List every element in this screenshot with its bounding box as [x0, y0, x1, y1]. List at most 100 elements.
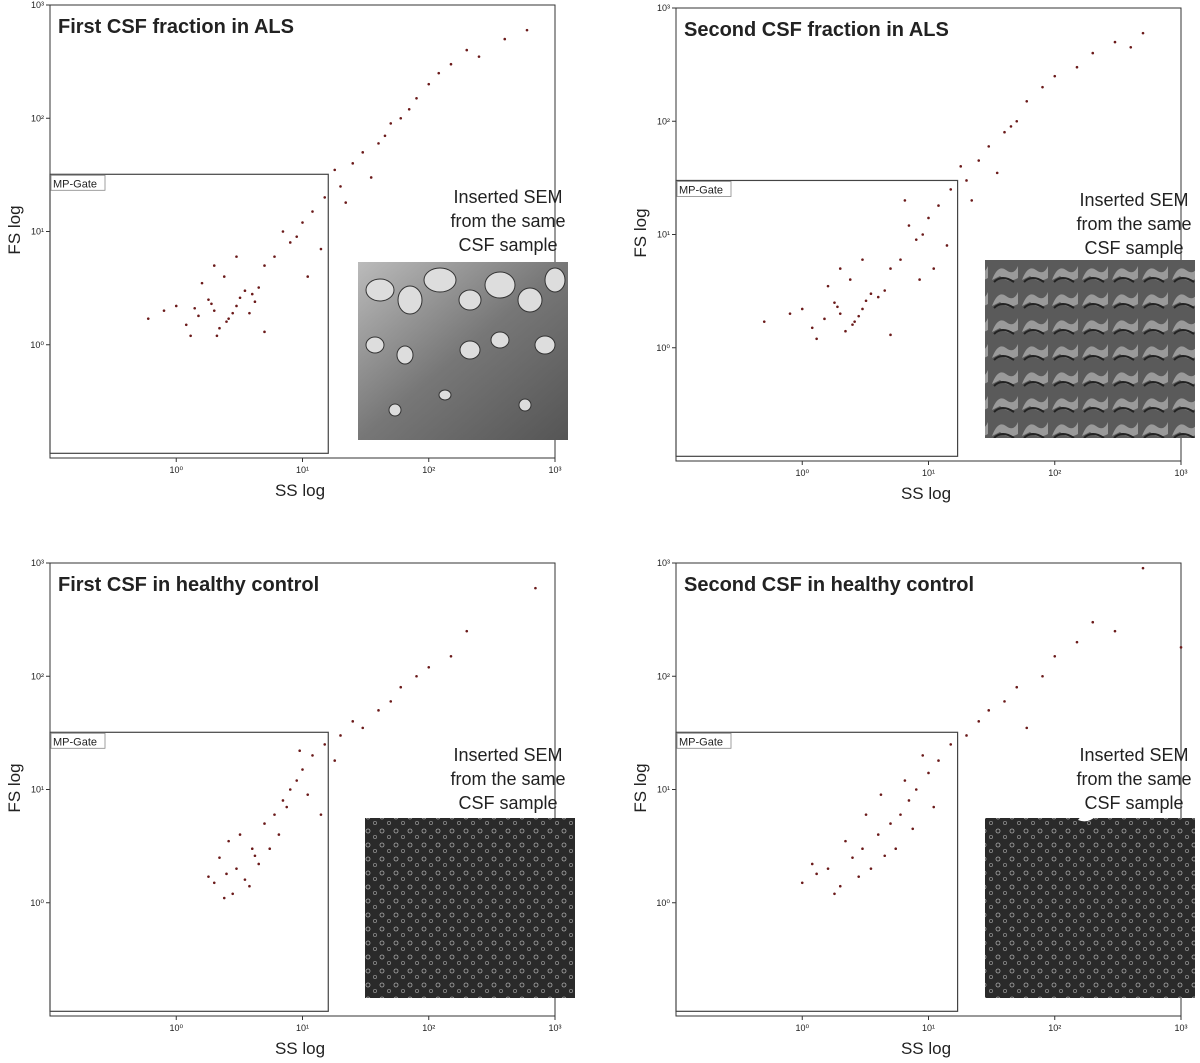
point [333, 168, 337, 172]
point [977, 159, 981, 162]
point [970, 199, 974, 202]
y-tick-label: 10¹ [657, 785, 670, 795]
inset-caption: from the same [450, 211, 565, 231]
point [218, 326, 221, 330]
x-axis-label: SS log [275, 1039, 325, 1058]
y-tick-label: 10³ [657, 3, 670, 13]
point [193, 306, 196, 310]
point [1003, 700, 1006, 703]
point [810, 326, 814, 330]
y-tick-label: 10⁰ [30, 898, 44, 908]
point [907, 799, 911, 802]
point [235, 867, 238, 870]
x-tick-label: 10² [422, 1023, 435, 1033]
point [1141, 566, 1145, 570]
point [823, 317, 826, 321]
point [399, 685, 403, 689]
point [207, 298, 210, 301]
point [844, 839, 847, 843]
point [174, 304, 178, 308]
point [810, 862, 814, 866]
sem-image [985, 818, 1195, 998]
y-tick-label: 10³ [657, 558, 670, 568]
point [851, 323, 854, 326]
point [800, 881, 804, 885]
point [945, 244, 949, 247]
point [977, 720, 981, 723]
point [449, 655, 453, 658]
gate-label-box [676, 732, 732, 749]
point [311, 754, 314, 757]
point [1179, 646, 1183, 649]
point [285, 805, 289, 809]
y-tick-label: 10¹ [657, 230, 670, 240]
point [250, 292, 254, 296]
point [1041, 674, 1044, 678]
point [248, 311, 251, 315]
point [1141, 31, 1145, 35]
point [1113, 629, 1117, 633]
point [932, 267, 936, 270]
point [288, 241, 292, 244]
sem-particle [1078, 812, 1096, 822]
point [212, 309, 216, 312]
inset-caption: Inserted SEM [1079, 745, 1188, 765]
x-tick-label: 10² [422, 465, 435, 475]
point [1025, 726, 1029, 730]
point [344, 201, 348, 204]
point [200, 281, 204, 285]
point [207, 875, 210, 878]
point [306, 793, 310, 796]
point [189, 334, 192, 338]
panel: 10⁰ 10¹ 10² 10³ 10⁰ 10¹ 10² 10³ MP-Gate First CS… [5, 0, 568, 500]
point [1075, 65, 1079, 69]
y-tick-label: 10¹ [31, 227, 44, 237]
x-tick-label: 10² [1048, 468, 1061, 478]
panel: 10⁰ 10¹ 10² 10³ 10⁰ 10¹ 10² 10³ MP-Gate Second CS… [631, 558, 1195, 1058]
point [1009, 125, 1013, 128]
sem-particles [365, 267, 566, 417]
point [879, 793, 883, 796]
point [861, 847, 864, 851]
y-axis-label: FS log [5, 205, 24, 254]
point [1003, 130, 1006, 134]
gate [675, 731, 959, 1012]
x-tick-label: 10³ [1174, 468, 1187, 478]
inset-caption: from the same [1076, 214, 1191, 234]
inset-caption: Inserted SEM [453, 187, 562, 207]
y-tick-label: 10⁰ [656, 898, 670, 908]
point [215, 334, 219, 338]
point [914, 238, 918, 241]
point [162, 309, 166, 312]
point [1075, 640, 1079, 644]
point [311, 210, 314, 213]
x-tick-label: 10⁰ [169, 465, 183, 475]
panel: 10⁰ 10¹ 10² 10³ 10⁰ 10¹ 10² 10³ MP-Gate First CSF… [5, 558, 575, 1058]
point [306, 275, 310, 278]
point [427, 665, 431, 669]
point [987, 709, 991, 712]
point [235, 255, 238, 258]
point [263, 264, 266, 267]
point [1015, 685, 1019, 689]
point [250, 847, 254, 851]
point [826, 867, 830, 870]
point [253, 854, 257, 858]
point [857, 314, 861, 318]
point [449, 62, 453, 66]
sem-image [985, 260, 1195, 438]
gate-label: MP-Gate [53, 178, 97, 190]
point [949, 743, 953, 746]
chart-title: Second CSF in healthy control [684, 574, 974, 596]
point [864, 813, 868, 816]
point [762, 320, 766, 323]
point [197, 314, 200, 318]
point [273, 255, 276, 258]
point [861, 258, 864, 261]
point [184, 323, 188, 327]
point [1113, 40, 1117, 44]
point [407, 107, 411, 111]
point [477, 55, 481, 58]
x-tick-label: 10³ [1174, 1023, 1187, 1033]
point [339, 734, 342, 737]
